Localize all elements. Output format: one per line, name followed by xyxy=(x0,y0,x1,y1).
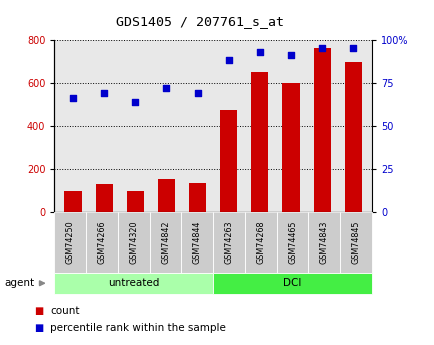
Text: GSM74266: GSM74266 xyxy=(97,220,106,264)
Text: GSM74465: GSM74465 xyxy=(287,220,296,264)
Point xyxy=(287,52,294,58)
Point xyxy=(349,46,356,51)
Text: GSM74263: GSM74263 xyxy=(224,220,233,264)
Point xyxy=(101,90,108,96)
Text: agent: agent xyxy=(4,278,34,288)
Text: GSM74250: GSM74250 xyxy=(66,220,75,264)
Point xyxy=(132,99,138,105)
Text: GSM74843: GSM74843 xyxy=(319,221,328,264)
Bar xyxy=(126,190,144,212)
Point xyxy=(256,49,263,55)
Text: GSM74844: GSM74844 xyxy=(192,221,201,264)
Text: ■: ■ xyxy=(34,306,44,316)
Bar xyxy=(313,48,330,212)
Point xyxy=(69,96,76,101)
Point xyxy=(318,46,325,51)
Point xyxy=(163,85,170,91)
Point xyxy=(194,90,201,96)
Text: count: count xyxy=(50,306,79,316)
Text: untreated: untreated xyxy=(108,278,159,288)
Text: GDS1405 / 207761_s_at: GDS1405 / 207761_s_at xyxy=(116,16,283,29)
Text: DCI: DCI xyxy=(283,278,301,288)
Text: ■: ■ xyxy=(34,324,44,333)
Bar xyxy=(189,183,206,212)
Text: GSM74320: GSM74320 xyxy=(129,220,138,264)
Text: GSM74845: GSM74845 xyxy=(351,220,360,264)
Bar xyxy=(95,184,112,212)
Text: GSM74842: GSM74842 xyxy=(161,220,170,264)
Text: GSM74268: GSM74268 xyxy=(256,220,265,264)
Bar xyxy=(344,62,361,212)
Bar xyxy=(251,72,268,212)
Bar xyxy=(220,110,237,212)
Text: percentile rank within the sample: percentile rank within the sample xyxy=(50,324,225,333)
Bar xyxy=(64,190,82,212)
Point xyxy=(225,58,232,63)
Bar xyxy=(282,83,299,212)
Bar xyxy=(158,179,174,212)
